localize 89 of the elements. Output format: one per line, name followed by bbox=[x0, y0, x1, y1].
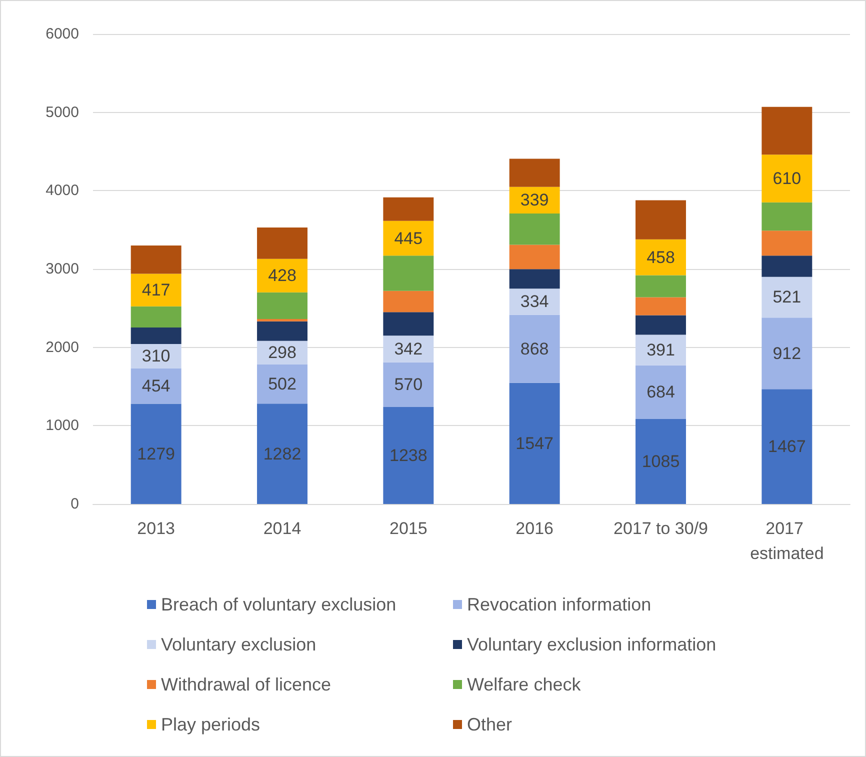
legend-label: Revocation information bbox=[467, 594, 652, 614]
data-label: 684 bbox=[646, 382, 675, 402]
bar bbox=[257, 404, 308, 504]
bar bbox=[762, 106, 812, 155]
y-tick-label: 0 bbox=[70, 496, 79, 512]
bar bbox=[636, 239, 686, 276]
data-label: 1467 bbox=[768, 437, 806, 456]
x-tick-label: 2013 bbox=[137, 519, 175, 538]
bar bbox=[383, 220, 434, 256]
data-label: 570 bbox=[394, 375, 423, 394]
bar bbox=[257, 318, 308, 322]
x-tick-label: 2015 bbox=[390, 519, 428, 538]
bar bbox=[636, 200, 686, 240]
data-label: 339 bbox=[520, 190, 549, 210]
legend-label: Withdrawal of licence bbox=[161, 674, 332, 694]
bar bbox=[509, 288, 560, 315]
data-label: 334 bbox=[520, 292, 549, 312]
bar bbox=[509, 213, 560, 245]
bar bbox=[130, 368, 182, 404]
bar bbox=[509, 158, 560, 187]
bar bbox=[636, 419, 686, 504]
bar bbox=[762, 202, 812, 231]
bar bbox=[636, 275, 686, 298]
y-tick-label: 2000 bbox=[46, 338, 79, 356]
data-label: 445 bbox=[394, 228, 423, 248]
bar bbox=[130, 306, 182, 328]
bar bbox=[130, 246, 182, 274]
data-label: 1279 bbox=[137, 444, 175, 464]
data-label: 610 bbox=[772, 169, 802, 188]
bar bbox=[762, 276, 812, 318]
data-label: 502 bbox=[268, 374, 296, 394]
bar bbox=[257, 292, 308, 319]
bar bbox=[509, 314, 560, 383]
bar bbox=[509, 269, 560, 289]
data-label: 391 bbox=[646, 340, 675, 360]
data-label: 298 bbox=[268, 343, 296, 362]
bar bbox=[762, 256, 812, 277]
bar bbox=[257, 321, 308, 341]
y-tick-label: 1000 bbox=[46, 417, 79, 434]
legend-label: Welfare check bbox=[467, 674, 582, 694]
bar bbox=[130, 404, 182, 504]
x-tick-label: 2016 bbox=[516, 519, 554, 538]
bar bbox=[636, 297, 686, 316]
x-tick-label: 2017 to 30/9 bbox=[613, 519, 708, 538]
data-label: 428 bbox=[268, 266, 296, 286]
bar bbox=[257, 258, 308, 292]
bar bbox=[130, 328, 182, 344]
data-label: 1085 bbox=[642, 452, 680, 472]
data-label: 1282 bbox=[263, 444, 302, 464]
bar bbox=[383, 256, 434, 291]
x-tick-label: 2014 bbox=[263, 519, 302, 538]
data-label: 1238 bbox=[390, 446, 428, 466]
y-tick-label: 4000 bbox=[46, 182, 79, 200]
bar bbox=[762, 389, 812, 504]
bar bbox=[636, 365, 686, 420]
data-label: 1547 bbox=[516, 434, 554, 453]
data-label: 868 bbox=[520, 339, 549, 358]
data-label: 342 bbox=[394, 339, 423, 358]
x-tick-label: 2017 estimated bbox=[750, 519, 824, 563]
bar bbox=[509, 382, 560, 504]
legend-label: Voluntary exclusion bbox=[161, 634, 316, 654]
bar bbox=[383, 336, 434, 362]
y-tick-label: 6000 bbox=[46, 26, 79, 42]
bar bbox=[383, 362, 434, 408]
y-tick-label: 3000 bbox=[46, 260, 79, 278]
data-label: 458 bbox=[646, 248, 675, 267]
bar bbox=[636, 334, 686, 366]
data-label: 417 bbox=[142, 280, 170, 300]
bar bbox=[383, 290, 434, 312]
data-label: 310 bbox=[142, 346, 170, 366]
legend-label: Play periods bbox=[161, 714, 260, 734]
data-label: 454 bbox=[142, 376, 170, 396]
bar bbox=[509, 244, 560, 270]
bar bbox=[257, 227, 308, 259]
legend-label: Voluntary exclusion information bbox=[467, 634, 716, 654]
data-label: 521 bbox=[772, 288, 802, 307]
bar bbox=[383, 312, 434, 336]
legend-label: Breach of voluntary exclusion bbox=[161, 594, 396, 614]
bar bbox=[762, 318, 812, 390]
bar bbox=[636, 315, 686, 335]
bar bbox=[762, 154, 812, 202]
bar bbox=[762, 230, 812, 256]
bar bbox=[383, 407, 434, 504]
bar bbox=[257, 364, 308, 404]
data-label: 912 bbox=[772, 344, 802, 363]
legend-label: Other bbox=[467, 714, 512, 734]
y-tick-label: 5000 bbox=[46, 104, 79, 121]
bar bbox=[130, 274, 182, 306]
bar bbox=[383, 197, 434, 221]
